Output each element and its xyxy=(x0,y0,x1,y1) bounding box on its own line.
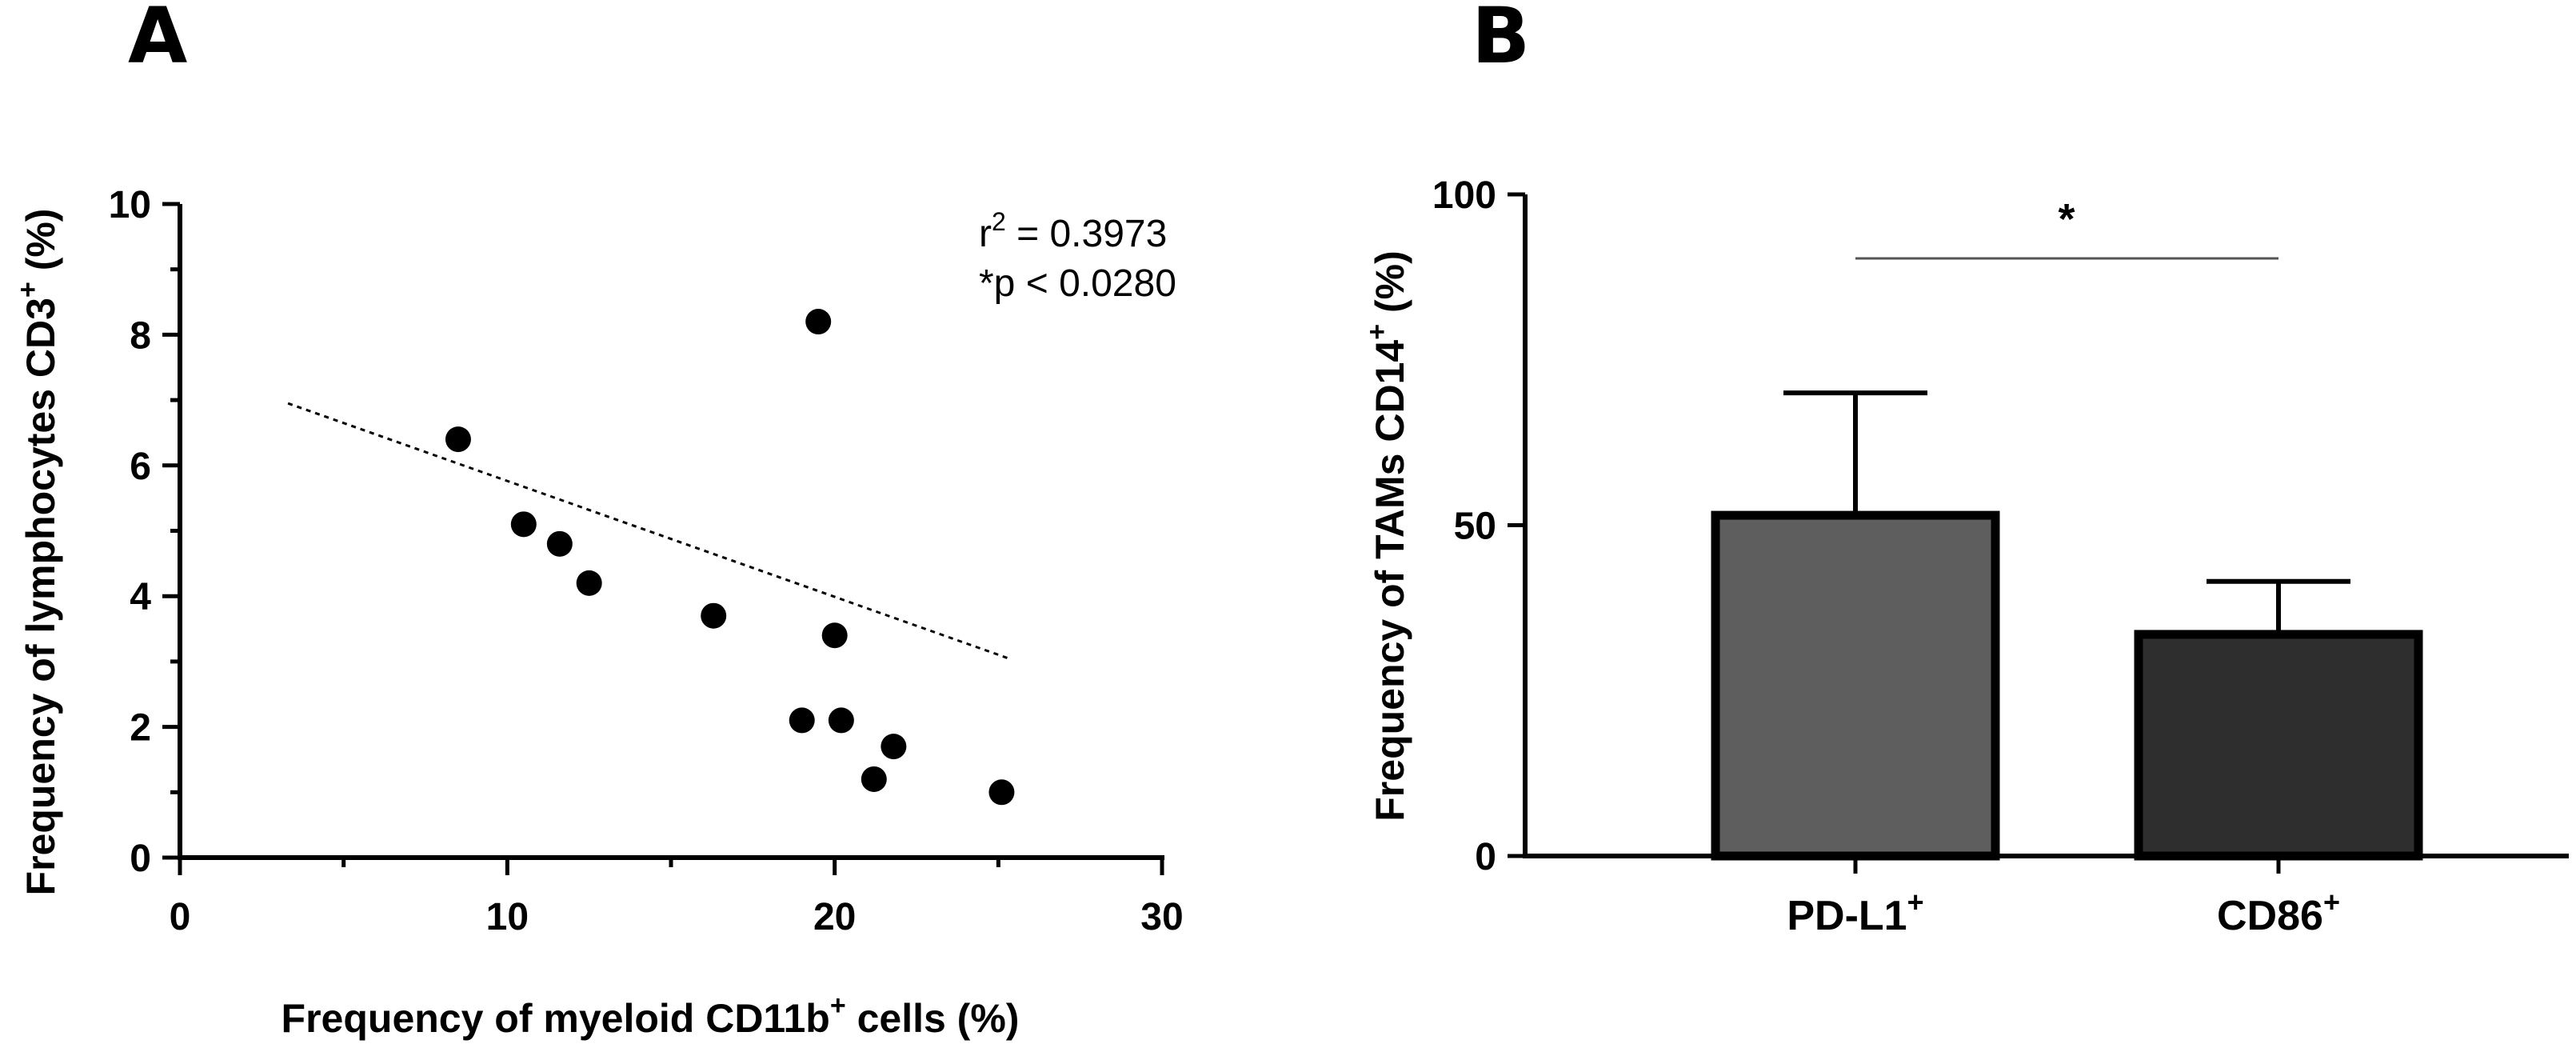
panel-b-y-tick-label: 100 xyxy=(1432,174,1496,217)
category-label: CD86+ xyxy=(2217,886,2340,939)
category-label: PD-L1+ xyxy=(1787,886,1923,939)
panel-b-bars: PD-L1+ CD86+ xyxy=(1711,390,2423,939)
regression-line xyxy=(287,402,1009,660)
data-point xyxy=(445,426,471,453)
data-point xyxy=(821,622,848,649)
panel-a-points xyxy=(445,309,1015,806)
panel-a-fit-line xyxy=(287,402,1009,660)
panel-a-y-axis-title: Frequency of lymphocytes CD3+ (%) xyxy=(13,209,63,896)
data-point xyxy=(701,602,727,629)
data-point xyxy=(861,766,887,792)
panel-a-x-tick-label: 30 xyxy=(1140,896,1183,938)
panel-a-letter: A xyxy=(128,0,187,81)
bar-cd86 xyxy=(2134,630,2423,861)
panel-a-axes: 0 2 4 6 8 10 0 10 20 30 xyxy=(109,184,1184,938)
data-point xyxy=(510,511,537,538)
panel-a-y-tick-label: 6 xyxy=(130,446,151,488)
panel-b-y-tick-label: 50 xyxy=(1454,506,1496,548)
panel-a-y-tick-label: 2 xyxy=(130,707,151,750)
data-point xyxy=(805,309,832,335)
panel-b: B 0 50 100 PD-L1+ CD86+ * Frequency of TAMs… xyxy=(1362,0,2569,939)
r-squared-annotation: r2 = 0.3973 xyxy=(979,207,1167,255)
significance-star: * xyxy=(2058,195,2075,243)
data-point xyxy=(576,570,602,596)
panel-a-y-tick-label: 4 xyxy=(130,576,151,618)
p-value-annotation: *p < 0.0280 xyxy=(979,262,1176,305)
panel-a: A 0 2 4 6 8 10 0 10 20 30 r2 = 0.3973 *p < 0.0280… xyxy=(13,0,1184,1041)
panel-a-x-axis-title: Frequency of myeloid CD11b+ cells (%) xyxy=(282,990,1020,1041)
panel-b-letter: B xyxy=(1472,0,1530,81)
data-point xyxy=(881,734,907,760)
data-point xyxy=(988,779,1015,806)
panel-a-x-tick-label: 0 xyxy=(170,896,191,938)
bar-pd-l1 xyxy=(1711,510,2000,861)
panel-a-y-tick-label: 0 xyxy=(130,838,151,880)
data-point xyxy=(546,530,573,557)
panel-a-x-tick-label: 10 xyxy=(486,896,529,938)
data-point xyxy=(789,707,815,734)
panel-a-x-tick-label: 20 xyxy=(813,896,856,938)
panel-a-y-tick-label: 8 xyxy=(130,314,151,357)
panel-b-y-tick-label: 0 xyxy=(1475,836,1496,878)
panel-b-y-axis-title: Frequency of TAMs CD14+ (%) xyxy=(1362,250,1412,821)
data-point xyxy=(828,707,854,734)
panel-a-y-tick-label: 10 xyxy=(109,184,151,226)
